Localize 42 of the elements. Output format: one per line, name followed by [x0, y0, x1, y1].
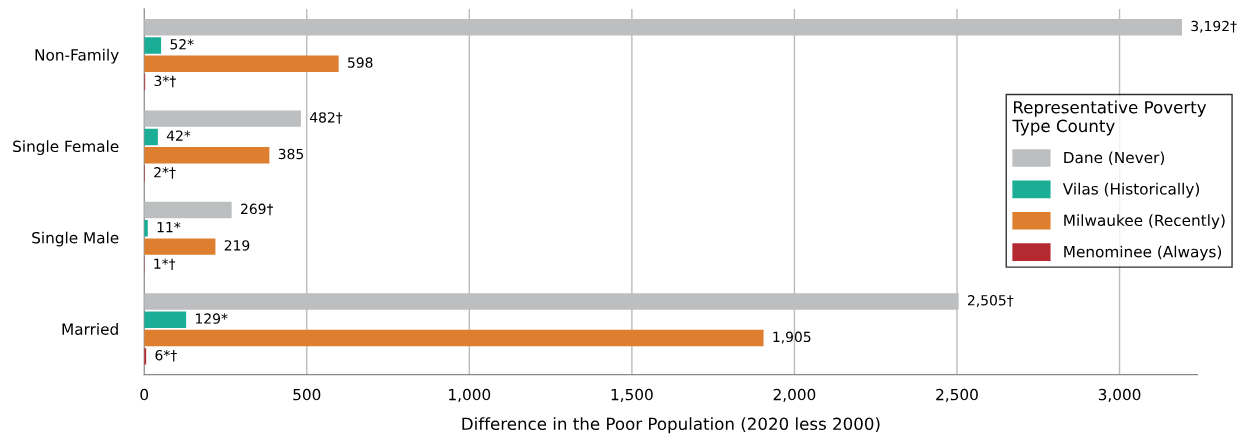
- x-tick-label: 2,000: [773, 388, 816, 402]
- data-label: 385: [278, 148, 304, 160]
- data-label: 11*: [157, 221, 181, 233]
- data-label: 6*†: [155, 349, 177, 362]
- legend-label: Menominee (Always): [1064, 245, 1222, 261]
- data-label: 598: [348, 57, 373, 68]
- bar: [144, 311, 187, 329]
- data-label: 2,505†: [967, 295, 1014, 307]
- data-label: 42*: [166, 130, 191, 141]
- data-label: 2*†: [154, 167, 176, 179]
- bar: [144, 146, 270, 164]
- legend-label: Milwaukee (Recently): [1064, 214, 1225, 230]
- data-label: 1*†: [154, 258, 176, 271]
- data-label: 1,905: [773, 331, 811, 344]
- y-tick-label: Non-Family: [35, 48, 119, 64]
- bar: [144, 329, 764, 347]
- x-tick-label: 3,000: [1098, 388, 1141, 402]
- bar: [144, 128, 158, 146]
- x-tick-label: 500: [293, 388, 321, 401]
- y-tick-label: Married: [62, 323, 118, 335]
- bar: [144, 37, 162, 54]
- bar: [144, 201, 232, 219]
- bar: [144, 238, 216, 255]
- data-label: 3*†: [154, 75, 176, 88]
- data-label: 219: [224, 240, 250, 251]
- x-tick-label: 1,500: [611, 388, 653, 402]
- bar: [144, 110, 301, 127]
- data-label: 52*: [170, 39, 194, 50]
- bar: [144, 55, 339, 73]
- x-axis-title: Difference in the Poor Population (2020 less 2000): [462, 417, 880, 434]
- data-label: 269†: [241, 203, 274, 216]
- x-tick-label: 2,500: [936, 388, 978, 402]
- data-label: 3,192†: [1191, 20, 1237, 33]
- data-label: 482†: [309, 112, 343, 124]
- legend-label: Vilas (Historically): [1062, 182, 1200, 198]
- x-tick-label: 1,000: [449, 388, 491, 402]
- data-label: 129*: [196, 313, 228, 324]
- legend-label: Dane (Never): [1064, 151, 1165, 166]
- x-tick-label: 0: [140, 388, 149, 401]
- legend-title: Representative Poverty Type County: [1012, 100, 1207, 136]
- y-tick-label: Single Male: [32, 231, 119, 247]
- y-tick-label: Single Female: [13, 140, 119, 156]
